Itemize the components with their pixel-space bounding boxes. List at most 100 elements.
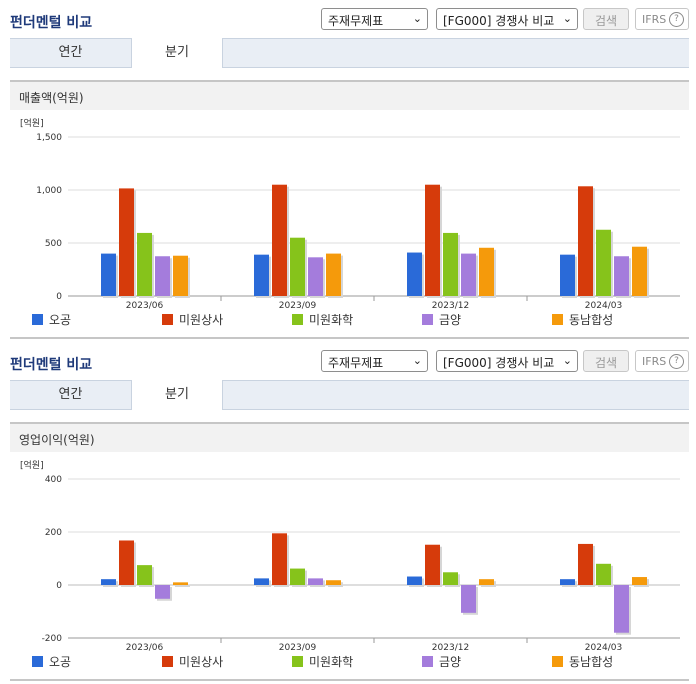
section-title: 매출액(억원): [10, 80, 689, 110]
x-tick-label: 2024/03: [585, 643, 622, 652]
chevron-down-icon: ⌄: [562, 354, 572, 367]
bar[interactable]: [137, 565, 152, 585]
legend-item[interactable]: 동남합성: [552, 653, 613, 670]
tab-quarterly[interactable]: 분기: [131, 38, 223, 68]
bar[interactable]: [461, 585, 476, 613]
x-tick-label: 2023/09: [279, 643, 317, 652]
statement-select[interactable]: 주재무제표 ⌄: [321, 8, 428, 30]
ifrs-help-button[interactable]: IFRS ?: [635, 8, 689, 30]
x-tick-label: 2023/06: [126, 301, 164, 310]
bar[interactable]: [479, 247, 494, 296]
panel-title: 펀더멘털 비교: [10, 15, 93, 31]
bar[interactable]: [560, 579, 575, 585]
legend-item[interactable]: 오공: [32, 311, 71, 328]
unit-label: [억원]: [20, 459, 44, 471]
bar[interactable]: [407, 576, 422, 585]
y-tick-label: 0: [56, 581, 62, 591]
statement-select[interactable]: 주재무제표 ⌄: [321, 350, 428, 372]
bar[interactable]: [173, 255, 188, 296]
bar[interactable]: [290, 237, 305, 296]
search-button[interactable]: 검색: [583, 8, 629, 30]
bar[interactable]: [119, 188, 134, 296]
legend-swatch: [552, 656, 563, 667]
x-tick-label: 2024/03: [585, 301, 622, 310]
bar[interactable]: [479, 579, 494, 585]
legend-item[interactable]: 오공: [32, 653, 71, 670]
bar[interactable]: [137, 232, 152, 296]
chevron-down-icon: ⌄: [412, 12, 422, 25]
period-tabs: 연간 분기: [10, 38, 689, 68]
bar[interactable]: [155, 256, 170, 296]
ifrs-label: IFRS: [642, 355, 667, 368]
legend-swatch: [552, 314, 563, 325]
legend-item[interactable]: 미원화학: [292, 311, 353, 328]
legend-label: 미원화학: [309, 313, 354, 327]
bar[interactable]: [119, 540, 134, 585]
legend-swatch: [32, 656, 43, 667]
bar[interactable]: [443, 572, 458, 585]
bar[interactable]: [578, 186, 593, 296]
legend-swatch: [32, 314, 43, 325]
legend-item[interactable]: 미원화학: [292, 653, 353, 670]
operating-profit-bar-chart: [억원]400 200 0 -200 2023/06 2023/09 2023/12 2024…: [20, 459, 680, 652]
legend-label: 동남합성: [569, 655, 614, 669]
bar[interactable]: [290, 568, 305, 585]
divider: [10, 679, 689, 681]
legend-item[interactable]: 금양: [422, 653, 461, 670]
ifrs-label: IFRS: [642, 13, 667, 26]
bar[interactable]: [326, 253, 341, 296]
divider: [10, 337, 689, 339]
compare-select[interactable]: [FG000] 경쟁사 비교 ⌄: [436, 350, 578, 372]
bar[interactable]: [578, 543, 593, 585]
bar[interactable]: [632, 246, 647, 296]
bar[interactable]: [614, 256, 629, 296]
bar[interactable]: [461, 253, 476, 296]
bar[interactable]: [596, 229, 611, 296]
legend-item[interactable]: 금양: [422, 311, 461, 328]
compare-select-value: [FG000] 경쟁사 비교: [443, 356, 555, 370]
question-circle-icon: ?: [669, 354, 684, 369]
y-tick-label: 1,500: [36, 133, 62, 143]
bar[interactable]: [425, 184, 440, 296]
fundamental-panel-revenue: 펀더멘털 비교 주재무제표 ⌄ [FG000] 경쟁사 비교 ⌄ 검색 IFRS…: [0, 0, 696, 340]
chart-legend: 오공 미원상사 미원화학 금양 동남합성: [0, 311, 696, 331]
bar[interactable]: [614, 585, 629, 633]
tab-annual[interactable]: 연간: [58, 45, 83, 60]
legend-item[interactable]: 미원상사: [162, 653, 223, 670]
revenue-bar-chart: [억원] 1,500 1,000 500 0 2023/06 2023/09 2023/12 2…: [20, 117, 680, 310]
bar[interactable]: [326, 580, 341, 585]
chevron-down-icon: ⌄: [412, 354, 422, 367]
bar[interactable]: [155, 585, 170, 599]
legend-item[interactable]: 미원상사: [162, 311, 223, 328]
bar[interactable]: [560, 254, 575, 296]
legend-label: 금양: [439, 655, 462, 669]
legend-label: 오공: [49, 313, 72, 327]
bar[interactable]: [101, 579, 116, 585]
bar[interactable]: [425, 544, 440, 585]
compare-select[interactable]: [FG000] 경쟁사 비교 ⌄: [436, 8, 578, 30]
y-tick-label: 1,000: [36, 186, 62, 196]
y-tick-label: 200: [45, 528, 62, 538]
fundamental-panel-operating-profit: 펀더멘털 비교 주재무제표 ⌄ [FG000] 경쟁사 비교 ⌄ 검색 IFRS…: [0, 342, 696, 682]
question-circle-icon: ?: [669, 12, 684, 27]
bar[interactable]: [308, 578, 323, 585]
bar[interactable]: [254, 578, 269, 585]
bar[interactable]: [308, 257, 323, 296]
bar[interactable]: [596, 563, 611, 585]
bar[interactable]: [632, 577, 647, 585]
bar[interactable]: [101, 253, 116, 296]
bar[interactable]: [272, 184, 287, 296]
bar[interactable]: [254, 254, 269, 296]
bar[interactable]: [407, 252, 422, 296]
ifrs-help-button[interactable]: IFRS ?: [635, 350, 689, 372]
search-button[interactable]: 검색: [583, 350, 629, 372]
legend-label: 동남합성: [569, 313, 614, 327]
legend-item[interactable]: 동남합성: [552, 311, 613, 328]
bar[interactable]: [173, 582, 188, 585]
bar[interactable]: [272, 533, 287, 585]
tab-quarterly[interactable]: 분기: [131, 380, 223, 410]
legend-label: 금양: [439, 313, 462, 327]
tab-annual[interactable]: 연간: [58, 387, 83, 402]
panel-title: 펀더멘털 비교: [10, 357, 93, 373]
bar[interactable]: [443, 232, 458, 296]
